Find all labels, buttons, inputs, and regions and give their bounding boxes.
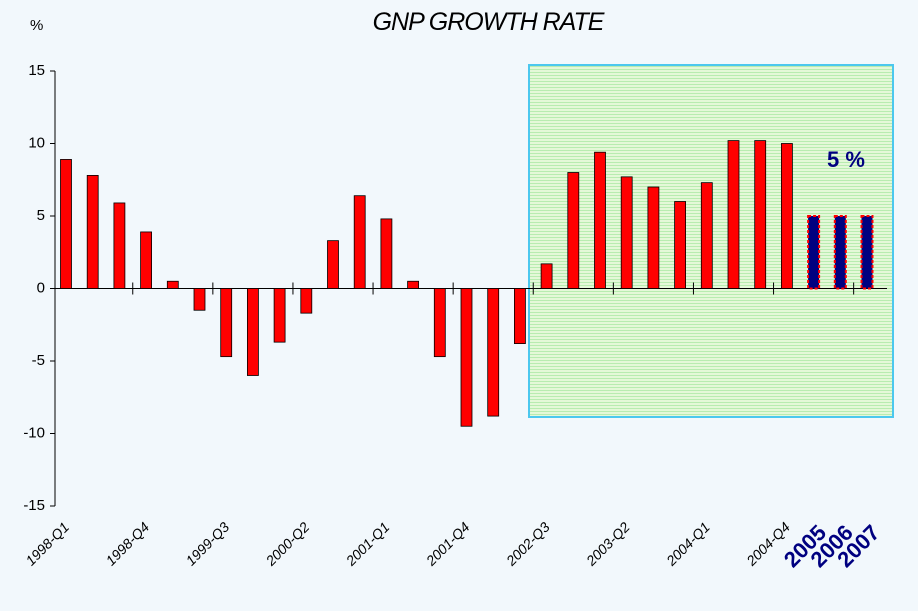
x-tick-label: 1998-Q4 <box>102 519 152 569</box>
y-tick-label: -10 <box>23 424 45 441</box>
bar <box>727 140 740 289</box>
bar <box>674 201 686 289</box>
bar <box>193 288 206 311</box>
y-axis-label: % <box>30 17 43 34</box>
bar <box>754 140 767 289</box>
bar <box>700 182 713 289</box>
x-tick-label: 1999-Q3 <box>182 519 232 569</box>
bar <box>647 186 660 289</box>
bar <box>166 280 179 289</box>
y-tick-label: 5 <box>37 207 45 224</box>
y-tick-label: 10 <box>28 134 45 151</box>
bar <box>220 288 233 358</box>
y-tick-label: 15 <box>28 62 45 79</box>
bar <box>353 195 366 289</box>
x-tick-label: 2001-Q1 <box>342 519 393 570</box>
x-tick-label: 2001-Q4 <box>422 519 473 570</box>
bar <box>60 159 72 289</box>
bar <box>487 288 500 417</box>
chart-title: GNP GROWTH RATE <box>373 8 605 36</box>
bar <box>514 288 526 344</box>
bar <box>327 240 339 289</box>
bar <box>273 288 286 343</box>
bar <box>140 231 153 289</box>
bar <box>781 143 793 289</box>
annotation: 5 % <box>827 147 865 172</box>
bar <box>620 176 633 289</box>
bar <box>807 215 821 290</box>
bar <box>300 288 313 314</box>
y-tick-label: -15 <box>23 497 45 514</box>
bar <box>380 218 393 289</box>
bar <box>540 263 553 289</box>
bar <box>833 215 847 290</box>
bar <box>567 172 580 289</box>
bar <box>433 288 446 358</box>
x-tick-label: 2003-Q2 <box>582 519 633 570</box>
bar <box>407 280 420 289</box>
x-tick-label: 2002-Q3 <box>502 519 553 570</box>
bar <box>594 151 606 289</box>
bar <box>460 288 473 427</box>
y-tick-label: -5 <box>32 352 45 369</box>
x-tick-label: 2004-Q1 <box>662 519 713 570</box>
bar <box>113 202 126 289</box>
y-tick-label: 0 <box>37 279 45 296</box>
bar <box>860 215 874 290</box>
bar <box>246 288 259 376</box>
x-tick-label: 2000-Q2 <box>262 519 313 570</box>
bar <box>86 174 99 289</box>
x-tick-label: 1998-Q1 <box>22 519 72 569</box>
